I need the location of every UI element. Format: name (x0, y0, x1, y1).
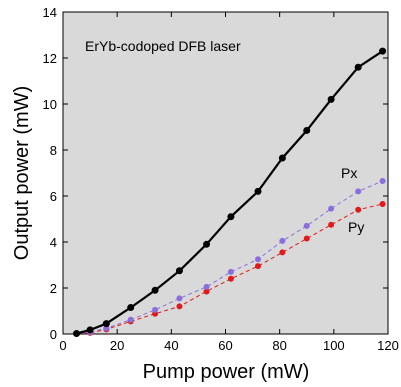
data-point (227, 268, 234, 275)
y-tick-label: 10 (43, 97, 57, 112)
data-point (151, 286, 159, 294)
y-tick-label: 8 (50, 143, 57, 158)
series-label-py: Py (348, 219, 364, 235)
data-point (176, 303, 183, 310)
data-point (303, 126, 311, 134)
data-point (255, 263, 261, 270)
data-point (355, 206, 362, 213)
data-point (328, 205, 335, 212)
data-point (73, 330, 81, 338)
series-labels: Px Py (341, 165, 364, 235)
x-axis-title: Pump power (mW) (143, 361, 310, 383)
data-point (278, 154, 286, 162)
y-tick-label: 14 (43, 5, 57, 20)
axis-ticks: 0 20 40 60 80 100 120 0 2 4 6 8 10 12 14 (43, 5, 399, 353)
y-tick-label: 2 (50, 281, 57, 296)
y-tick-label: 0 (50, 327, 57, 342)
data-point (355, 188, 362, 195)
data-point (227, 213, 235, 221)
data-point (102, 320, 110, 328)
series-label-px: Px (341, 165, 357, 181)
x-tick-label: 100 (323, 338, 345, 353)
data-point (203, 240, 211, 248)
data-point (303, 235, 310, 242)
data-point (227, 275, 234, 282)
data-point (152, 306, 159, 313)
data-point (279, 237, 286, 244)
data-point (127, 316, 134, 323)
data-point (176, 295, 183, 302)
data-point (255, 256, 261, 263)
data-point (127, 304, 135, 312)
y-axis-title: Output power (mW) (11, 86, 33, 260)
series-total (73, 47, 387, 338)
series-layer (73, 47, 387, 338)
x-tick-label: 20 (110, 338, 124, 353)
y-tick-label: 12 (43, 51, 57, 66)
x-tick-label: 80 (272, 338, 286, 353)
data-point (327, 95, 335, 103)
x-tick-label: 120 (377, 338, 399, 353)
data-point (203, 283, 210, 290)
data-point (379, 47, 387, 55)
data-point (254, 187, 262, 195)
series-line (76, 50, 384, 335)
data-point (86, 326, 94, 334)
y-tick-label: 4 (50, 235, 57, 250)
series-line (76, 180, 383, 334)
series-line (76, 203, 383, 335)
data-point (203, 288, 210, 295)
x-tick-label: 0 (59, 338, 66, 353)
chart-annotation: ErYb-codoped DFB laser (85, 38, 241, 54)
data-point (379, 178, 386, 185)
data-point (328, 221, 335, 228)
data-point (175, 267, 183, 275)
y-tick-label: 6 (50, 189, 57, 204)
plot-background (62, 11, 389, 335)
x-tick-label: 60 (218, 338, 232, 353)
data-point (303, 222, 310, 229)
data-point (379, 201, 386, 208)
data-point (279, 249, 286, 256)
data-point (354, 63, 362, 71)
x-tick-label: 40 (164, 338, 178, 353)
